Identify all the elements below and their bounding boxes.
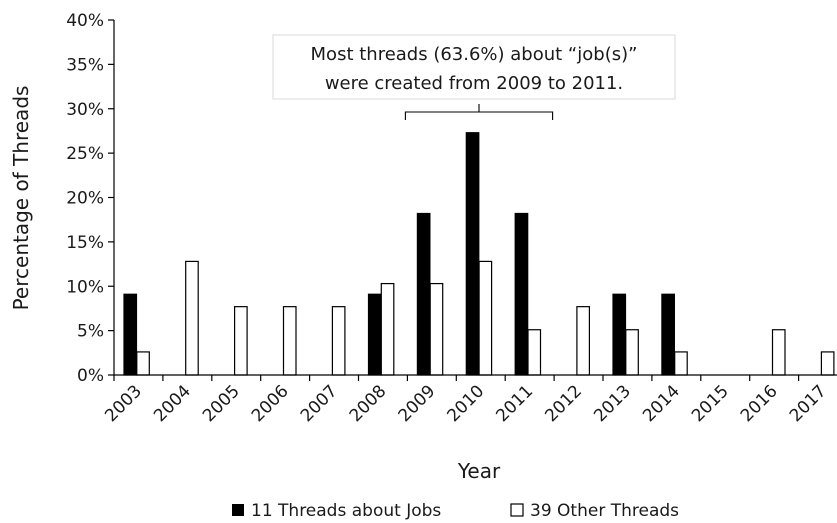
y-tick-label: 40%: [66, 11, 104, 31]
y-tick-label: 30%: [66, 100, 104, 120]
bar-other-2014: [674, 351, 688, 376]
x-tick-label: 2006: [248, 381, 293, 426]
x-tick-label: 2013: [590, 381, 635, 426]
bar-jobs-2003: [123, 293, 138, 376]
bar-other-2008: [380, 282, 395, 376]
bar-other-2006: [282, 306, 297, 376]
bar-other-2003: [136, 351, 150, 376]
x-tick-label: 2012: [541, 381, 586, 426]
annotation-bracket: [404, 104, 554, 120]
x-tick-label: 2017: [786, 381, 831, 426]
bar-jobs-2009: [416, 212, 431, 376]
bar-jobs-2008: [367, 293, 382, 376]
legend-swatch-other: [510, 503, 524, 517]
bar-jobs-2011: [514, 212, 529, 376]
legend-label-jobs: 11 Threads about Jobs: [251, 501, 441, 521]
bar-other-2012: [576, 306, 591, 376]
x-tick-label: 2014: [639, 381, 684, 426]
y-tick-label: 35%: [66, 55, 104, 75]
x-tick-label: 2016: [737, 381, 782, 426]
legend: 11 Threads about Jobs 39 Other Threads: [232, 501, 679, 521]
bar-jobs-2013: [612, 293, 627, 376]
x-tick-label: 2008: [346, 381, 391, 426]
x-tick-label: 2009: [395, 381, 440, 426]
legend-swatch-jobs: [232, 504, 244, 516]
y-tick-label: 0%: [77, 366, 104, 386]
bar-other-2007: [331, 306, 346, 376]
annotation-line-2: were created from 2009 to 2011.: [325, 73, 623, 94]
bar-other-2010: [478, 260, 493, 376]
bar-other-2013: [625, 329, 639, 376]
legend-label-other: 39 Other Threads: [530, 501, 679, 521]
bar-other-2016: [771, 329, 786, 376]
x-tick-label: 2005: [199, 381, 244, 426]
y-tick-label: 5%: [77, 322, 104, 342]
x-tick-label: 2010: [444, 381, 489, 426]
bar-other-2017: [820, 351, 835, 376]
x-tick-label: 2004: [150, 381, 195, 426]
y-tick-label: 15%: [66, 233, 104, 253]
bar-jobs-2014: [661, 293, 676, 376]
y-axis-ticks: 0% 5% 10% 15% 20% 25% 30% 35% 40%: [66, 11, 114, 386]
y-axis-title: Percentage of Threads: [9, 86, 33, 311]
bar-series: [123, 132, 835, 376]
bar-other-2004: [185, 260, 199, 376]
x-tick-label: 2003: [101, 381, 146, 426]
bar-other-2011: [527, 329, 542, 376]
annotation-box: [272, 34, 676, 100]
annotation: Most threads (63.6%) about “job(s)” were…: [272, 34, 676, 120]
y-tick-label: 20%: [66, 189, 104, 209]
y-tick-label: 25%: [66, 144, 104, 164]
x-axis-ticks: 2003 2004 2005 2006 2007 2008 2009 2010 2011 2012…: [101, 375, 831, 426]
bar-other-2005: [234, 306, 248, 376]
x-axis-title: Year: [457, 459, 501, 483]
x-tick-label: 2007: [297, 381, 342, 426]
bar-other-2009: [429, 282, 444, 376]
x-tick-label: 2015: [688, 381, 733, 426]
y-tick-label: 10%: [66, 277, 104, 297]
bar-jobs-2010: [465, 132, 480, 376]
x-tick-label: 2011: [492, 381, 537, 426]
annotation-line-1: Most threads (63.6%) about “job(s)”: [311, 44, 638, 65]
